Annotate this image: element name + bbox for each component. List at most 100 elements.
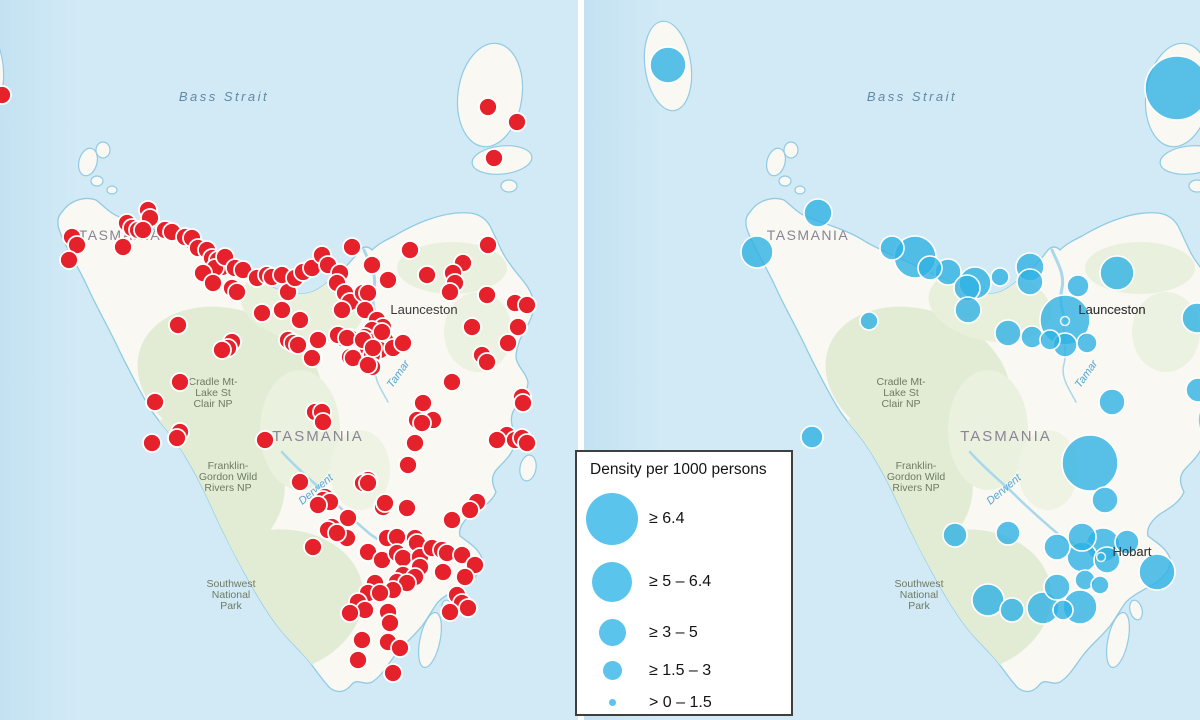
island-shape [794, 185, 806, 195]
location-dot [332, 300, 352, 320]
location-dot [340, 603, 360, 623]
location-dot [272, 300, 292, 320]
location-dot [338, 508, 358, 528]
location-dot [383, 663, 403, 683]
location-dot [487, 430, 507, 450]
density-bubble [649, 46, 687, 84]
density-bubble [1076, 332, 1098, 354]
location-dot [375, 493, 395, 513]
density-bubble [994, 319, 1022, 347]
density-bubble [1185, 377, 1200, 403]
map-label-bass-strait: Bass Strait [867, 89, 957, 104]
density-bubble [990, 267, 1010, 287]
location-dot [498, 333, 518, 353]
location-dot [362, 255, 382, 275]
density-bubble [1061, 434, 1119, 492]
legend-circle-icon [608, 698, 616, 706]
island-shape [1159, 145, 1200, 175]
map-label-franklin-np: Franklin-Gordon Wild Rivers NP [887, 460, 946, 494]
location-dot [358, 355, 378, 375]
location-dot [513, 393, 533, 413]
density-bubble [1067, 522, 1097, 552]
location-dot [397, 498, 417, 518]
location-dot [440, 282, 460, 302]
map-label-tasmania-nw: TASMANIA [767, 227, 850, 243]
location-dot [337, 328, 357, 348]
point-locations-map: Bass StraitTASMANIATASMANIALauncestonHob… [0, 0, 578, 720]
island-shape [456, 42, 524, 148]
location-dot [227, 282, 247, 302]
bubble-center-ring [1095, 551, 1107, 563]
density-bubble [954, 296, 982, 324]
location-dot [433, 562, 453, 582]
legend-item-label: ≥ 1.5 – 3 [649, 661, 712, 679]
location-dot [212, 340, 232, 360]
island-shape [90, 175, 104, 187]
location-dot [313, 412, 333, 432]
map-label-tasmania-central: TASMANIA [960, 428, 1052, 445]
legend-item: ≥ 6.4 [577, 493, 791, 545]
location-dot [203, 273, 223, 293]
location-dot [290, 310, 310, 330]
density-bubble [879, 235, 905, 261]
left-map-panel: Bass StraitTASMANIATASMANIALauncestonHob… [0, 0, 578, 720]
location-dot [113, 237, 133, 257]
density-bubble [999, 597, 1025, 623]
location-dot [168, 315, 188, 335]
location-dot [352, 630, 372, 650]
bubble-center-ring [1059, 315, 1071, 327]
location-dot [517, 295, 537, 315]
location-dot [372, 322, 392, 342]
location-dot [477, 285, 497, 305]
density-bubble [1039, 329, 1061, 351]
map-label-southwest-np: Southwest National Park [206, 578, 255, 612]
location-dot [380, 613, 400, 633]
island-shape [1106, 611, 1130, 669]
density-bubble [995, 520, 1021, 546]
location-dot [348, 650, 368, 670]
density-bubble [1043, 533, 1071, 561]
panel-divider [578, 0, 584, 720]
density-bubble [1181, 302, 1200, 334]
location-dot [478, 97, 498, 117]
density-bubble [1090, 575, 1110, 595]
marker-layer [649, 46, 1200, 625]
location-dot [442, 510, 462, 530]
location-dot [378, 270, 398, 290]
marker-layer [0, 85, 537, 683]
location-dot [458, 598, 478, 618]
legend-item-label: ≥ 5 – 6.4 [649, 573, 712, 590]
legend-circle-icon [598, 618, 626, 646]
legend-circle-icon [592, 562, 632, 602]
location-dot [342, 237, 362, 257]
legend-item: ≥ 5 – 6.4 [577, 562, 791, 602]
legend-circle-icon [586, 493, 638, 545]
location-dot [517, 433, 537, 453]
island-shape [95, 141, 111, 159]
location-dot [508, 317, 528, 337]
location-dot [145, 392, 165, 412]
location-dot [398, 455, 418, 475]
legend-item: ≥ 3 – 5 [577, 618, 791, 646]
density-bubble [803, 198, 833, 228]
density-bubble [859, 311, 879, 331]
map-label-launceston: Launceston [1078, 302, 1145, 317]
density-bubble [971, 583, 1005, 617]
density-bubble [942, 522, 968, 548]
location-dot [390, 638, 410, 658]
density-bubble [1066, 274, 1090, 298]
location-dot [442, 372, 462, 392]
location-dot [393, 333, 413, 353]
location-dot [358, 473, 378, 493]
legend-item-label: > 0 – 1.5 [649, 693, 712, 711]
location-dot [405, 433, 425, 453]
map-label-cradle-np: Cradle Mt-Lake St Clair NP [876, 376, 926, 410]
location-dot [484, 148, 504, 168]
island-shape [500, 179, 518, 193]
location-dot [142, 433, 162, 453]
map-label-hobart: Hobart [1112, 544, 1151, 559]
map-label-launceston: Launceston [390, 302, 457, 317]
location-dot [167, 428, 187, 448]
location-dot [0, 85, 12, 105]
